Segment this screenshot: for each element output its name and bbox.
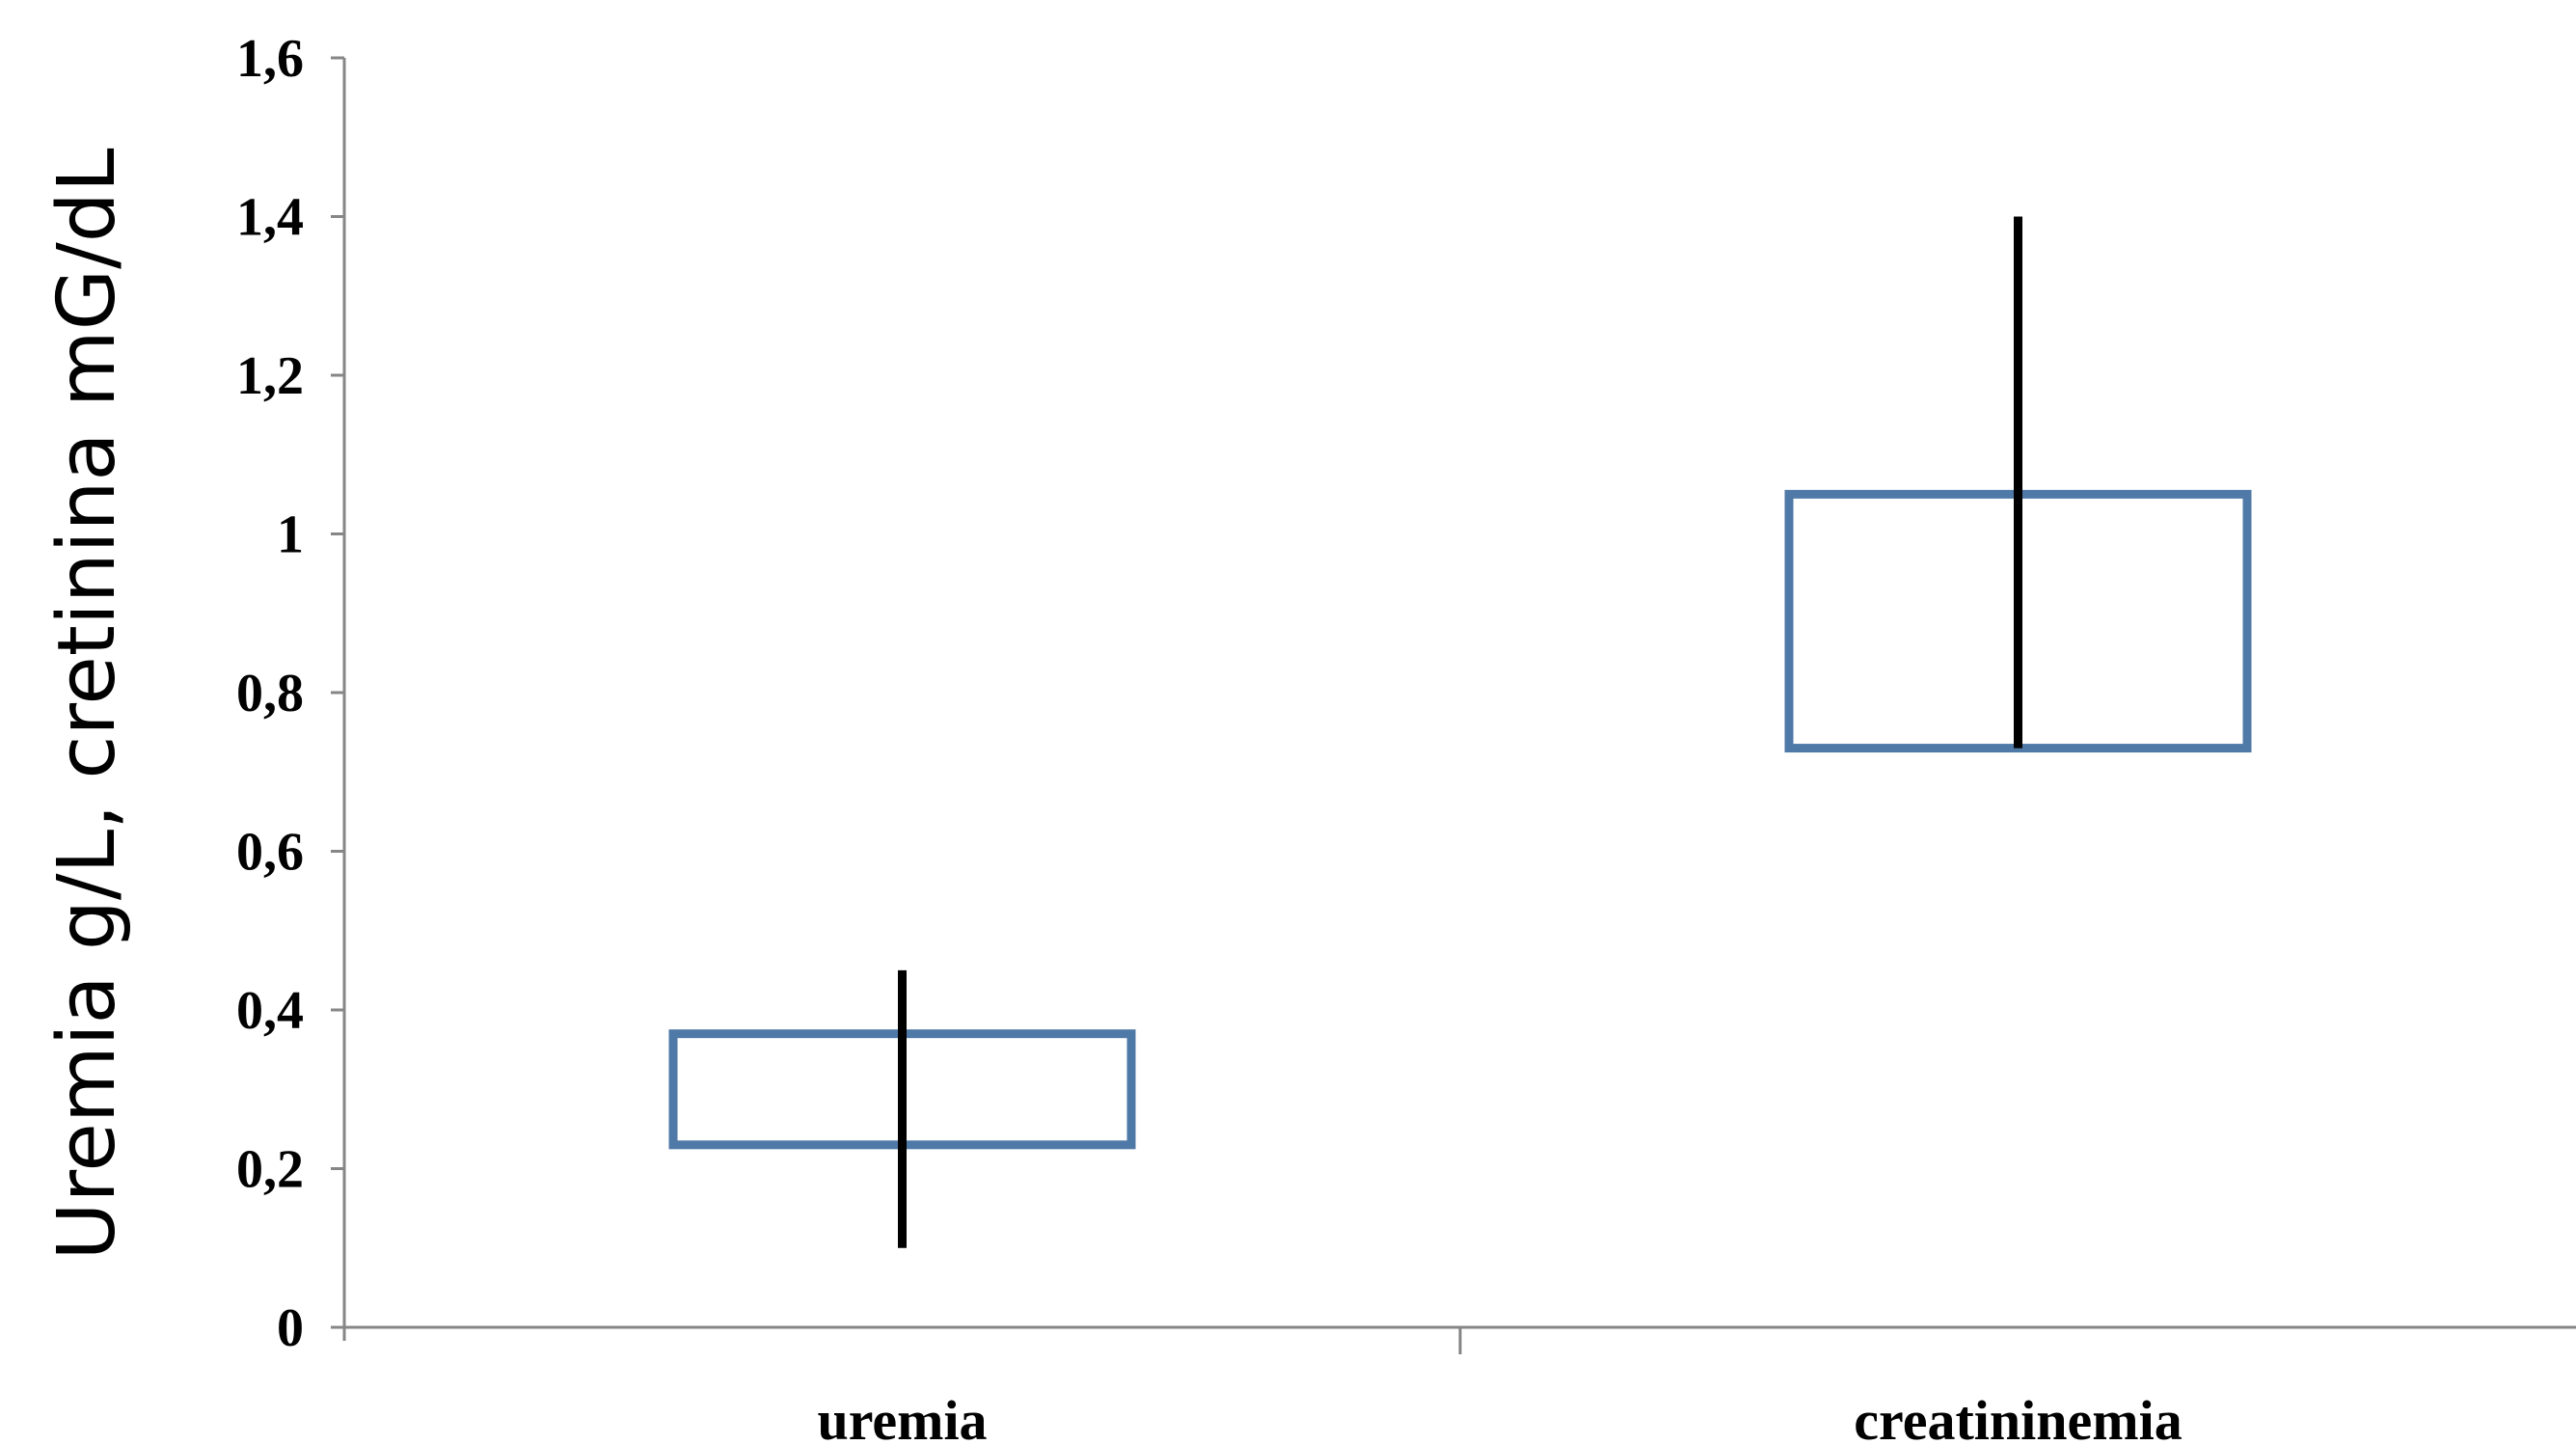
y-tick-label: 1,4 xyxy=(236,188,304,248)
y-tick-label: 1 xyxy=(277,505,304,565)
y-axis: 0 0,2 0,4 0,6 0,8 1 1,2 1,4 1,6 xyxy=(236,29,346,1358)
y-axis-title: Uremia g/L, cretinina mG/dL xyxy=(41,148,133,1260)
x-category-label: creatininemia xyxy=(1854,1389,2182,1445)
x-category-label: uremia xyxy=(817,1389,987,1445)
y-tick-label: 1,6 xyxy=(236,29,304,89)
y-tick-label: 0,8 xyxy=(236,664,304,723)
box-plots xyxy=(668,216,2252,1248)
x-axis: uremia creatininemia xyxy=(344,1325,2576,1445)
y-tick-label: 0,6 xyxy=(236,823,304,883)
y-tick-label: 1,2 xyxy=(236,346,304,406)
y-tick-label: 0,4 xyxy=(236,981,304,1041)
y-tick-label: 0,2 xyxy=(236,1140,304,1200)
y-tick-label: 0 xyxy=(277,1298,304,1358)
